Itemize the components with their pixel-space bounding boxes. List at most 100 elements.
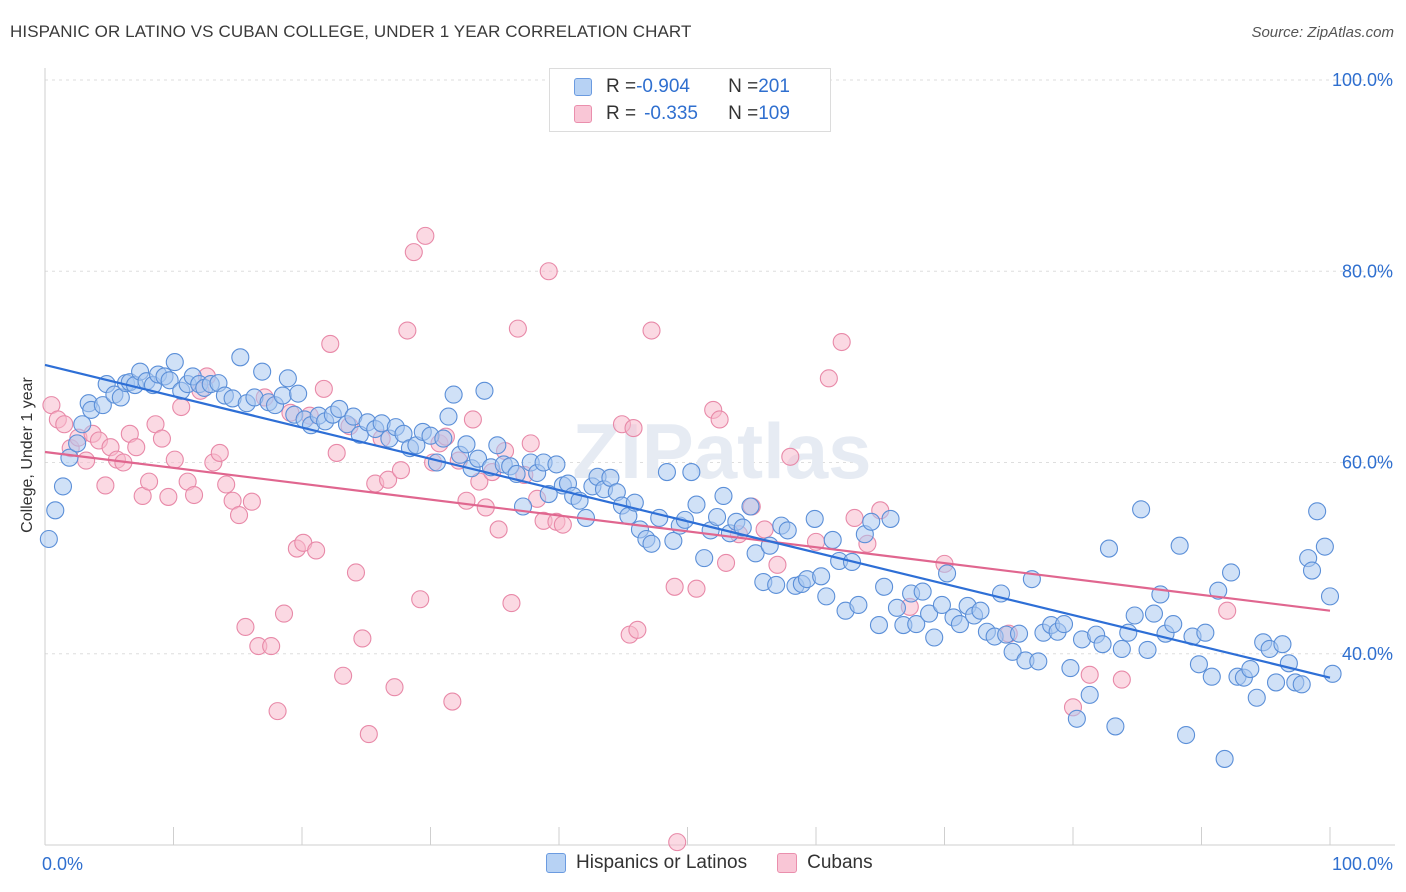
hispanic-point <box>53 477 73 496</box>
hispanic-point <box>1067 709 1086 728</box>
cuban-point <box>152 429 171 448</box>
cuban-point <box>55 415 74 434</box>
cuban-point <box>508 319 527 338</box>
cuban-point <box>236 617 255 637</box>
cuban-point <box>274 604 294 623</box>
cuban-point <box>127 438 146 457</box>
hispanic-point <box>920 604 939 623</box>
hispanic-point <box>642 534 661 553</box>
hispanic-point <box>1222 563 1241 582</box>
hispanic-point <box>823 530 842 550</box>
cuban-point <box>217 475 236 494</box>
cuban-point <box>327 443 346 462</box>
hispanic-point <box>881 509 900 528</box>
hispanic-point <box>1029 652 1048 671</box>
hispanic-point <box>682 463 701 482</box>
hispanic-point <box>695 549 714 568</box>
hispanic-point <box>68 434 87 453</box>
hispanic-point <box>1247 688 1266 707</box>
cuban-point <box>668 833 687 852</box>
cuban-point <box>379 470 398 489</box>
hispanic-point <box>444 385 463 404</box>
hispanic-point <box>817 587 836 606</box>
cuban-point <box>457 491 476 510</box>
cuban-point <box>539 262 558 281</box>
hispanic-point <box>539 485 558 504</box>
hispanic-point <box>778 521 797 540</box>
source-credit: Source: ZipAtlas.com <box>1251 24 1394 41</box>
cuban-point <box>314 379 333 398</box>
hispanic-point <box>1215 749 1234 768</box>
cuban-point <box>385 678 404 697</box>
cuban-point <box>262 637 281 656</box>
cuban-point <box>624 419 643 438</box>
legend-row-pink: R = -0.335 N = 109 <box>574 101 790 127</box>
blue-swatch <box>574 78 592 96</box>
hispanic-point <box>1273 635 1292 654</box>
hispanic-point <box>1241 659 1260 679</box>
cuban-point <box>140 472 159 491</box>
x-tick-label: 100.0% <box>1332 854 1393 874</box>
cuban-point <box>242 492 261 511</box>
hispanic-point <box>457 435 476 454</box>
hispanic-point <box>1315 537 1334 556</box>
hispanic-point <box>439 407 458 426</box>
hispanic-point <box>1061 659 1080 678</box>
chart-title: HISPANIC OR LATINO VS CUBAN COLLEGE, UND… <box>10 22 692 41</box>
x-tick-label: 0.0% <box>42 854 83 874</box>
cuban-point <box>1218 601 1237 620</box>
hispanic-point <box>932 595 951 615</box>
hispanic-point <box>971 601 990 620</box>
cuban-point <box>77 451 96 470</box>
legend-r-value: -0.904 <box>636 76 690 97</box>
hispanic-point <box>664 531 683 550</box>
hispanic-point <box>1196 623 1215 642</box>
hispanic-point <box>1292 675 1311 694</box>
legend-item-cubans: Cubans <box>777 852 873 874</box>
cuban-point <box>832 332 851 352</box>
cuban-point <box>489 520 508 539</box>
legend-item-hispanics: Hispanics or Latinos <box>546 852 747 874</box>
hispanic-point <box>1106 717 1125 736</box>
hispanic-point <box>1170 536 1189 555</box>
hispanic-point <box>869 616 889 635</box>
hispanic-point <box>849 595 868 615</box>
hispanic-point <box>253 362 272 381</box>
hispanic-point <box>1054 615 1074 634</box>
hispanic-point <box>938 564 957 583</box>
hispanic-point <box>925 628 944 647</box>
cuban-point <box>398 321 417 340</box>
hispanic-point <box>1202 667 1221 686</box>
hispanic-point <box>805 509 824 528</box>
hispanic-point <box>1323 664 1342 683</box>
legend-row-blue: R = -0.904 N = 201 <box>574 74 790 100</box>
y-tick-label: 40.0% <box>1342 644 1393 664</box>
hispanic-point <box>468 449 488 468</box>
hispanic-point <box>93 396 112 415</box>
y-axis-label: College, Under 1 year <box>19 377 36 533</box>
hispanic-point <box>73 415 92 434</box>
hispanic-point <box>875 577 894 596</box>
hispanic-point <box>39 529 58 549</box>
hispanic-point <box>1003 642 1022 661</box>
blue-swatch <box>546 853 566 873</box>
hispanic-point <box>746 544 765 563</box>
hispanic-point <box>913 582 932 601</box>
y-tick-label: 60.0% <box>1342 453 1393 473</box>
hispanic-point <box>733 518 752 537</box>
cuban-point <box>755 520 774 539</box>
cuban-point <box>404 243 423 262</box>
hispanic-point <box>887 598 907 617</box>
cuban-point <box>346 563 366 582</box>
cuban-point <box>710 410 729 429</box>
cuban-point <box>416 226 435 245</box>
cuban-point <box>819 369 838 388</box>
legend-r-value: -0.335 <box>644 103 698 124</box>
legend-n-label: N = <box>728 76 759 97</box>
hispanic-point <box>1099 539 1119 558</box>
series-legend: Hispanics or Latinos Cubans <box>546 852 903 874</box>
hispanic-point <box>1093 635 1112 654</box>
hispanic-point <box>708 507 727 527</box>
cuban-point <box>687 579 706 598</box>
cuban-point <box>321 334 340 353</box>
